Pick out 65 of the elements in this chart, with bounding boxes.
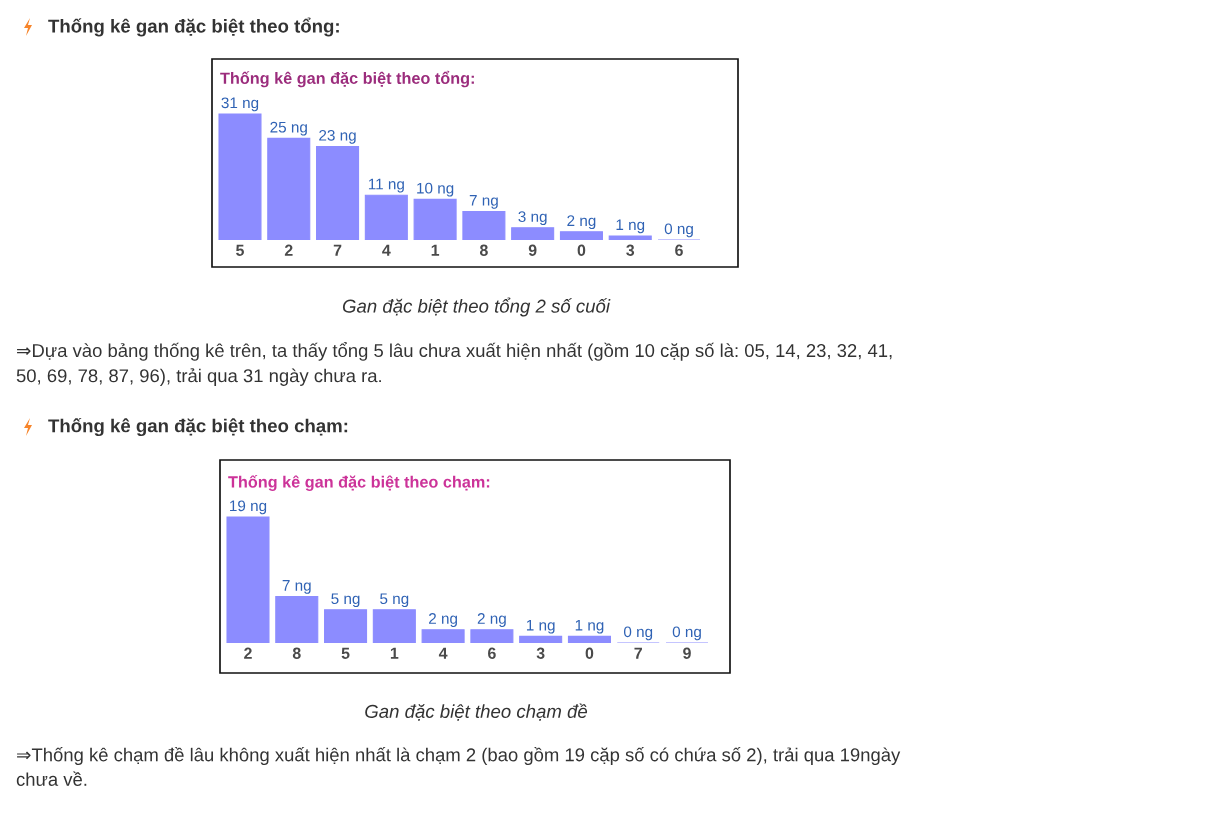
bar — [218, 113, 262, 240]
x-tick-label: 8 — [479, 244, 488, 256]
bar — [511, 227, 555, 240]
data-label: 0 ng — [623, 626, 653, 641]
bar — [567, 635, 611, 643]
x-tick-label: 1 — [390, 647, 399, 659]
x-tick-label: 6 — [675, 244, 683, 256]
x-tick-label: 5 — [236, 244, 244, 256]
data-label: 23 ng — [319, 129, 356, 144]
bar — [421, 629, 465, 643]
data-label: 0 ng — [672, 626, 701, 641]
bar — [470, 629, 514, 643]
data-label: 10 ng — [417, 182, 454, 197]
x-tick-label: 7 — [333, 244, 342, 256]
bar — [324, 609, 368, 643]
x-tick-label: 3 — [536, 647, 545, 659]
x-tick-label: 6 — [488, 647, 496, 659]
data-label: 1 ng — [526, 619, 555, 634]
bar — [372, 609, 416, 643]
x-tick-label: 9 — [528, 244, 537, 256]
bar — [462, 210, 506, 240]
text: Thống kê gan đặc biệt theo tổng: — [48, 17, 339, 37]
bar — [608, 235, 652, 240]
chart-title: Thống kê gan đặc biệt theo tổng: — [220, 70, 474, 88]
bar — [226, 516, 270, 643]
x-tick-label: 7 — [634, 647, 642, 659]
bar — [275, 596, 319, 643]
data-label: 5 ng — [331, 593, 360, 608]
x-tick-label: 9 — [683, 647, 691, 659]
bar — [316, 145, 360, 240]
x-tick-label: 5 — [341, 647, 350, 659]
x-tick-label: 3 — [626, 244, 635, 256]
x-tick-label: 4 — [438, 647, 448, 659]
data-label: 2 ng — [567, 215, 596, 230]
data-label: 7 ng — [282, 580, 311, 594]
bar — [519, 635, 563, 643]
x-tick-label: 0 — [577, 244, 586, 256]
text: Gan đặc biệt theo tổng 2 số cuối — [342, 297, 611, 317]
data-label: 19 ng — [230, 500, 267, 515]
chart-title: Thống kê gan đặc biệt theo chạm: — [228, 475, 490, 491]
bar — [267, 137, 311, 240]
data-label: 2 ng — [477, 613, 506, 627]
x-tick-label: 1 — [431, 244, 440, 256]
data-label: 7 ng — [469, 195, 498, 209]
data-label: 25 ng — [270, 121, 307, 136]
bar — [364, 194, 408, 240]
bar — [413, 198, 457, 240]
x-tick-label: 2 — [244, 647, 252, 659]
text: ⇒Thống kê chạm đề lâu không xuất hiện nhất là chạm 2 (bao gồm 19 cặp số có chứa số 2), trải qua 19ngày chưa về. — [16, 747, 901, 786]
x-tick-label: 0 — [585, 647, 594, 659]
data-label: 5 ng — [380, 593, 409, 608]
data-label: 0 ng — [664, 223, 693, 238]
data-label: 31 ng — [221, 97, 259, 112]
bar — [559, 231, 603, 240]
data-label: 1 ng — [616, 219, 645, 234]
x-tick-label: 2 — [284, 244, 293, 256]
data-label: 3 ng — [518, 211, 547, 226]
data-label: 2 ng — [429, 613, 457, 627]
text: ⇒Dựa vào bảng thống kê trên, ta thấy tổng 5 lâu chưa xuất hiện nhất (gồm 10 cặp số là: 05, 14, 23, 32, 41, 50, 69, 78, 87, 96), trải qua 31 ngày chưa ra. — [16, 342, 892, 386]
x-tick-label: 4 — [382, 244, 391, 256]
data-label: 1 ng — [575, 619, 604, 634]
x-tick-label: 8 — [292, 647, 301, 659]
data-label: 11 ng — [368, 178, 404, 193]
text: Gan đặc biệt theo chạm đề — [365, 703, 588, 721]
text: Thống kê gan đặc biệt theo chạm: — [48, 417, 348, 437]
